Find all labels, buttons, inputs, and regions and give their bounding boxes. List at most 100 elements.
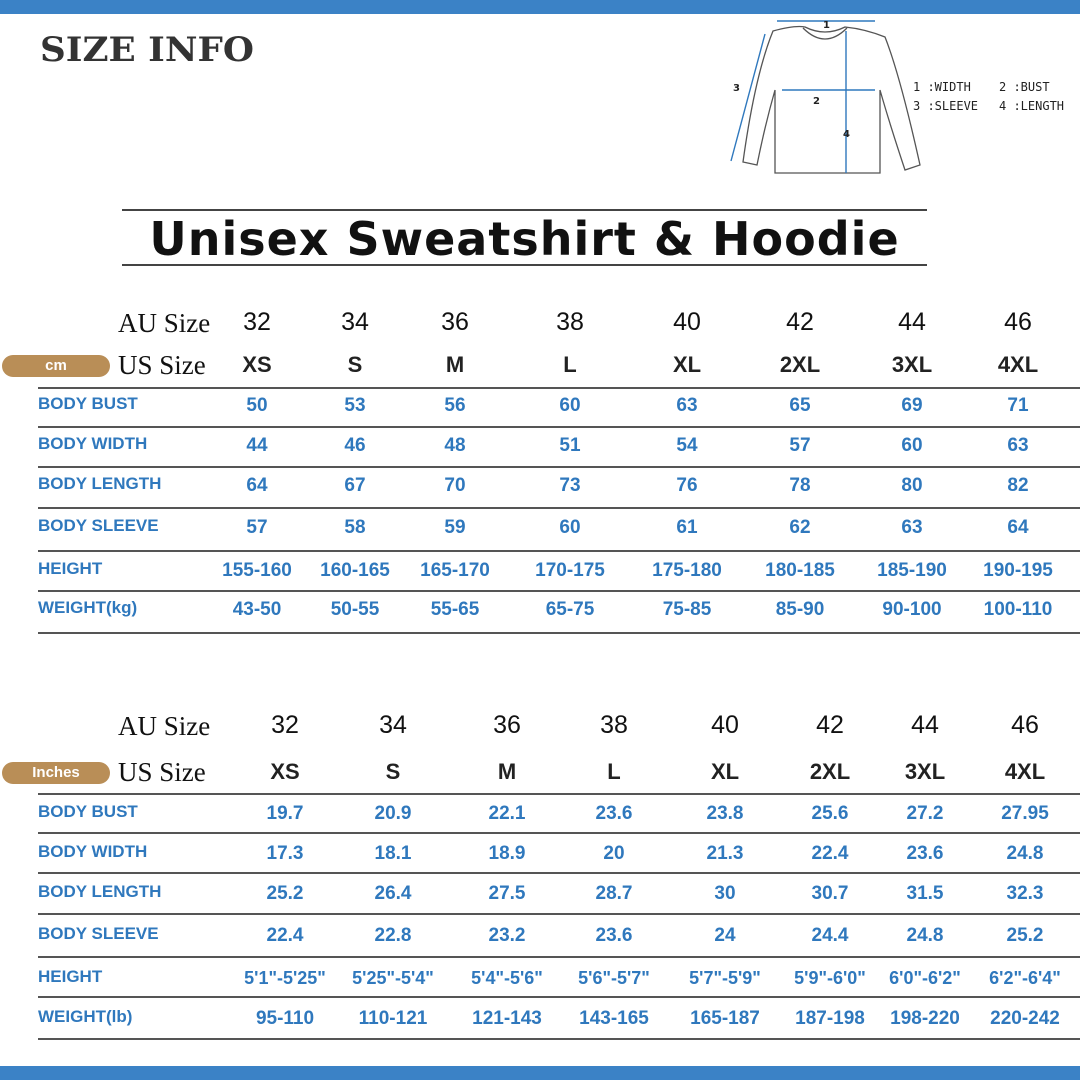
top-accent-bar — [0, 0, 1080, 14]
page-title: SIZE INFO — [40, 30, 254, 70]
table-cell: 31.5 — [906, 883, 944, 904]
product-subtitle: Unisex Sweatshirt & Hoodie — [149, 212, 900, 266]
table-cell: 190-195 — [983, 560, 1053, 581]
table-cell: 56 — [444, 395, 466, 416]
table-cell: 57 — [246, 517, 268, 538]
table-cell: 198-220 — [890, 1008, 960, 1029]
table-cell: 21.3 — [706, 843, 744, 864]
us-size-cell: XS — [242, 352, 272, 377]
table-cell: 64 — [1007, 517, 1029, 538]
row-label: BODY BUST — [38, 802, 138, 821]
table-cell: 22.1 — [488, 803, 526, 824]
row-label: WEIGHT(lb) — [38, 1007, 133, 1026]
table-cell: 5'9"-6'0" — [794, 968, 866, 988]
table-cell: 69 — [901, 395, 923, 416]
us-size-cell: XL — [672, 352, 702, 377]
table-cell: 27.2 — [906, 803, 944, 824]
table-row-divider — [38, 996, 1080, 998]
table-cell: 59 — [444, 517, 466, 538]
au-size-cell: 36 — [493, 711, 521, 739]
table-cell: 6'2"-6'4" — [989, 968, 1061, 988]
table-cell: 165-187 — [690, 1008, 760, 1029]
table-cell: 185-190 — [877, 560, 947, 581]
us-size-cell: 2XL — [809, 759, 851, 784]
unit-pill-inches: Inches — [2, 762, 110, 784]
table-cell: 24 — [714, 925, 736, 946]
table-cell: 170-175 — [535, 560, 605, 581]
table-cell: 95-110 — [255, 1008, 315, 1029]
au-size-cell: 34 — [341, 308, 369, 336]
table-cell: 55-65 — [430, 599, 480, 620]
us-size-cell: 3XL — [891, 352, 933, 377]
au-size-label: AU Size — [118, 711, 211, 741]
table-cell: 85-90 — [775, 599, 825, 620]
row-label: BODY BUST — [38, 394, 138, 413]
table-cell: 25.2 — [266, 883, 304, 904]
table-cell: 30 — [714, 883, 736, 904]
table-row-divider — [38, 387, 1080, 389]
table-cell: 143-165 — [579, 1008, 649, 1029]
table-cell: 46 — [344, 435, 366, 456]
row-label: BODY SLEEVE — [38, 924, 159, 943]
table-cell: 20.9 — [374, 803, 412, 824]
table-cell: 80 — [901, 475, 923, 496]
sweatshirt-measurement-diagram: 1 2 3 4 — [730, 20, 921, 174]
table-cell: 32.3 — [1006, 883, 1044, 904]
au-size-cell: 40 — [711, 711, 739, 739]
table-cell: 26.4 — [374, 883, 412, 904]
table-row-divider — [38, 793, 1080, 795]
table-row-divider — [38, 507, 1080, 509]
table-cell: 51 — [559, 435, 581, 456]
table-cell: 110-121 — [358, 1008, 428, 1029]
table-row-divider — [38, 550, 1080, 552]
table-row-divider — [38, 466, 1080, 468]
table-cell: 65 — [789, 395, 811, 416]
table-row-divider — [38, 632, 1080, 634]
us-size-cell: XS — [270, 759, 300, 784]
au-size-cell: 42 — [786, 308, 814, 336]
table-row-divider — [38, 956, 1080, 958]
table-cell: 121-143 — [472, 1008, 542, 1029]
table-cell: 165-170 — [420, 560, 490, 581]
diagram-number-4: 4 — [843, 129, 850, 140]
table-cell: 90-100 — [882, 599, 942, 620]
table-cell: 25.2 — [1006, 925, 1044, 946]
table-cell: 20 — [603, 843, 625, 864]
table-cell: 63 — [1007, 435, 1029, 456]
table-cell: 50 — [246, 395, 268, 416]
table-cell: 60 — [559, 395, 581, 416]
table-cell: 67 — [344, 475, 366, 496]
table-cell: 75-85 — [662, 599, 712, 620]
us-size-label: US Size — [118, 757, 206, 787]
table-cell: 53 — [344, 395, 366, 416]
table-cell: 43-50 — [232, 599, 282, 620]
table-cell: 17.3 — [266, 843, 304, 864]
au-size-cell: 32 — [271, 711, 299, 739]
table-cell: 5'4"-5'6" — [471, 968, 543, 988]
table-cell: 24.8 — [1006, 843, 1044, 864]
legend-width: 1 :WIDTH — [913, 80, 971, 94]
au-size-cell: 42 — [816, 711, 844, 739]
table-cell: 5'25"-5'4" — [352, 968, 434, 988]
us-size-cell: 2XL — [779, 352, 821, 377]
subtitle-bottom-rule — [122, 264, 927, 266]
us-size-cell: 4XL — [1004, 759, 1046, 784]
table-cell: 60 — [901, 435, 923, 456]
table-cell: 63 — [901, 517, 923, 538]
unit-pill-cm: cm — [2, 355, 110, 377]
table-cell: 155-160 — [222, 560, 292, 581]
table-cell: 27.5 — [488, 883, 526, 904]
subtitle-top-rule — [122, 209, 927, 211]
us-size-cell: M — [445, 352, 465, 377]
table-cell: 58 — [344, 517, 366, 538]
table-cell: 48 — [444, 435, 466, 456]
us-size-cell: L — [563, 352, 577, 377]
au-size-cell: 38 — [556, 308, 584, 336]
us-size-cell: L — [607, 759, 621, 784]
au-size-cell: 46 — [1011, 711, 1039, 739]
table-cell: 220-242 — [990, 1008, 1060, 1029]
table-cell: 100-110 — [983, 599, 1053, 620]
au-size-cell: 46 — [1004, 308, 1032, 336]
table-cell: 19.7 — [266, 803, 304, 824]
table-cell: 78 — [789, 475, 811, 496]
